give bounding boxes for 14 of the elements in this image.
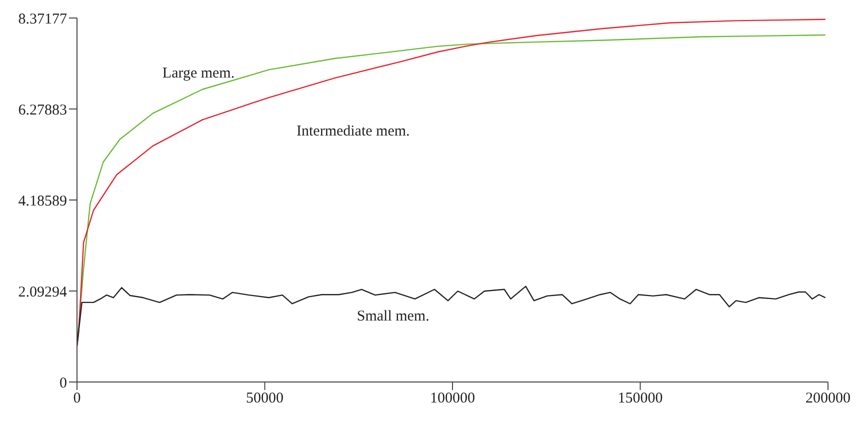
y-tick-label: 8.37177 xyxy=(18,11,68,28)
x-tick-label: 150000 xyxy=(618,390,663,407)
line-series xyxy=(77,286,826,347)
y-tick-label: 0 xyxy=(60,375,67,392)
text: Intermediate mem. xyxy=(296,124,410,140)
y-tick-label: 6.27883 xyxy=(18,102,67,118)
x-tick-label: 0 xyxy=(73,390,81,407)
y-tick-label: 4.18589 xyxy=(18,193,67,210)
x-tick-label: 100000 xyxy=(430,390,475,407)
series-label: Large mem. xyxy=(162,65,235,82)
series-label: Small mem. xyxy=(356,308,430,324)
x-tick-label: 200000 xyxy=(806,390,850,407)
y-tick-label: 2.09294 xyxy=(18,284,68,300)
x-tick-label: 50000 xyxy=(246,390,284,407)
